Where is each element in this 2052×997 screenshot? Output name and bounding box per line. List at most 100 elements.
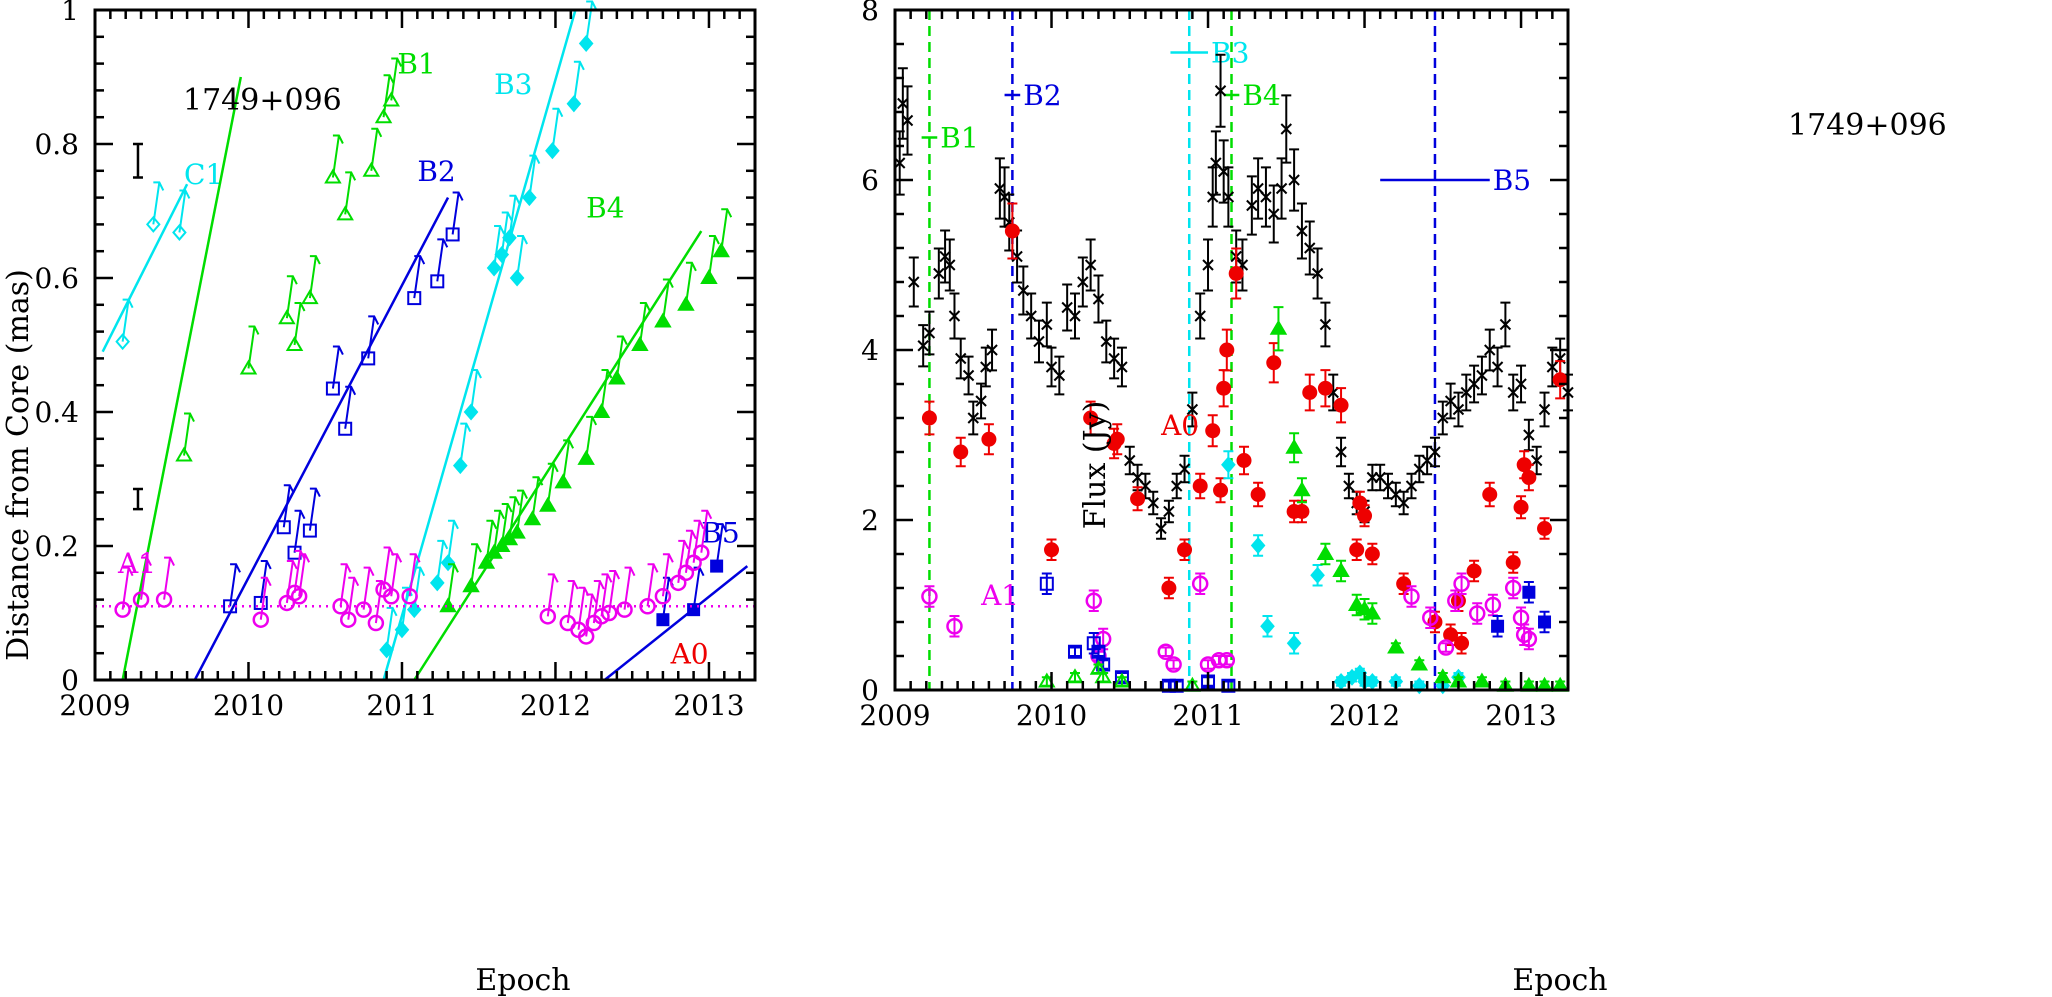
left-data-point	[394, 621, 410, 639]
left-data-point	[445, 227, 460, 242]
left-data-point	[338, 421, 353, 436]
left-data-point	[367, 614, 385, 632]
left-fit-line-b1	[121, 76, 243, 681]
right-data-point	[1520, 630, 1538, 648]
left-fit-line-b4	[413, 230, 703, 681]
right-data-point	[1310, 566, 1325, 584]
left-data-point	[324, 168, 342, 184]
right-data-point	[1025, 310, 1037, 322]
right-data-point	[1219, 342, 1235, 358]
right-data-point	[1155, 522, 1167, 535]
right-data-point	[1491, 619, 1505, 633]
left-series-a1: A1	[95, 509, 755, 645]
left-series-label-b5: B5	[701, 517, 739, 550]
right-data-point	[1293, 481, 1311, 497]
right-data-point	[1266, 355, 1282, 371]
right-data-point	[1296, 225, 1308, 237]
right-data-point	[1191, 575, 1209, 592]
right-data-point	[1202, 259, 1214, 271]
left-y-tick-label: 0.2	[34, 530, 79, 563]
right-x-axis-title: Epoch	[1512, 963, 1607, 997]
right-data-point	[962, 369, 975, 382]
left-y-tick-label: 0.6	[34, 262, 79, 295]
left-data-point	[172, 223, 187, 241]
right-x-tick-label: 2011	[1172, 699, 1243, 732]
left-series-c1: C1	[101, 158, 223, 353]
left-data-point	[523, 510, 542, 526]
right-data-point	[1260, 617, 1275, 635]
right-data-point	[1452, 403, 1465, 416]
left-data-point	[656, 613, 670, 627]
left-data-point	[654, 312, 672, 328]
right-data-point	[1343, 480, 1355, 492]
right-data-point	[1069, 310, 1081, 322]
left-data-point	[522, 189, 537, 207]
left-data-point	[685, 554, 702, 571]
right-data-point	[1523, 429, 1535, 441]
right-series-label-a0: A0	[1160, 409, 1199, 442]
left-data-point	[406, 601, 422, 619]
left-data-point	[325, 381, 340, 396]
right-series-b5	[1491, 581, 1552, 638]
left-fit-line-b5	[603, 565, 749, 681]
right-data-point	[1186, 403, 1199, 416]
right-y-tick-label: 2	[861, 504, 879, 537]
right-data-point	[1319, 318, 1332, 331]
left-x-tick-label: 2011	[366, 689, 437, 722]
right-data-point	[1332, 562, 1350, 577]
right-data-point	[1094, 668, 1112, 684]
right-data-point	[1521, 470, 1537, 485]
left-data-point	[577, 449, 595, 465]
right-data-point	[921, 588, 938, 605]
right-data-point	[948, 310, 961, 322]
left-data-point	[132, 591, 150, 608]
ejection-marker-b2: B2	[1004, 10, 1062, 690]
left-data-point	[379, 641, 394, 659]
left-series-label-b1: B1	[397, 48, 435, 81]
right-error-bar	[1160, 646, 1171, 657]
left-data-point	[616, 601, 633, 618]
right-data-point	[1004, 223, 1020, 239]
left-x-axis-title: Epoch	[475, 963, 570, 997]
right-axes: 2009 2010 2011 2012 2013 0 2 4 6 8	[859, 0, 1570, 732]
right-data-point	[981, 431, 997, 447]
right-data-point	[1333, 397, 1349, 413]
right-data-point	[1522, 585, 1536, 599]
right-error-bar	[1093, 646, 1104, 657]
right-data-point	[1453, 575, 1470, 592]
right-data-point	[1468, 605, 1486, 622]
right-data-point	[1109, 431, 1125, 447]
ejection-label: B5	[1493, 164, 1531, 197]
right-data-point	[1221, 456, 1236, 474]
left-data-point	[252, 611, 270, 628]
right-data-point	[1213, 482, 1229, 498]
left-x-tick-label: 2009	[59, 689, 130, 722]
left-data-point	[115, 333, 130, 351]
right-x-tick-label: 2013	[1485, 699, 1556, 732]
right-data-point	[967, 412, 979, 424]
left-data-point	[175, 446, 193, 462]
left-x-tick-label: 2010	[213, 689, 284, 722]
right-data-point	[1214, 85, 1227, 97]
left-data-point	[340, 611, 357, 628]
right-data-point	[1246, 199, 1258, 212]
right-data-point	[1316, 545, 1335, 560]
left-data-point	[677, 564, 695, 582]
right-data-point	[1236, 453, 1252, 468]
ejection-label: B1	[940, 122, 978, 155]
left-series-label-c1: C1	[184, 158, 223, 191]
right-data-point	[975, 395, 987, 407]
left-data-point	[355, 601, 372, 618]
right-data-point	[1250, 536, 1266, 555]
right-y-tick-label: 0	[861, 674, 879, 707]
right-data-point	[1476, 369, 1488, 382]
right-data-point	[939, 250, 951, 263]
left-plot-frame	[93, 8, 757, 682]
right-data-point	[1349, 542, 1365, 558]
right-data-point	[1410, 655, 1429, 671]
left-error-bar	[132, 142, 143, 179]
right-error-bar	[1168, 659, 1179, 670]
left-data-arrow	[715, 523, 728, 567]
left-data-point	[539, 496, 557, 512]
ejection-label: B2	[1023, 79, 1061, 112]
